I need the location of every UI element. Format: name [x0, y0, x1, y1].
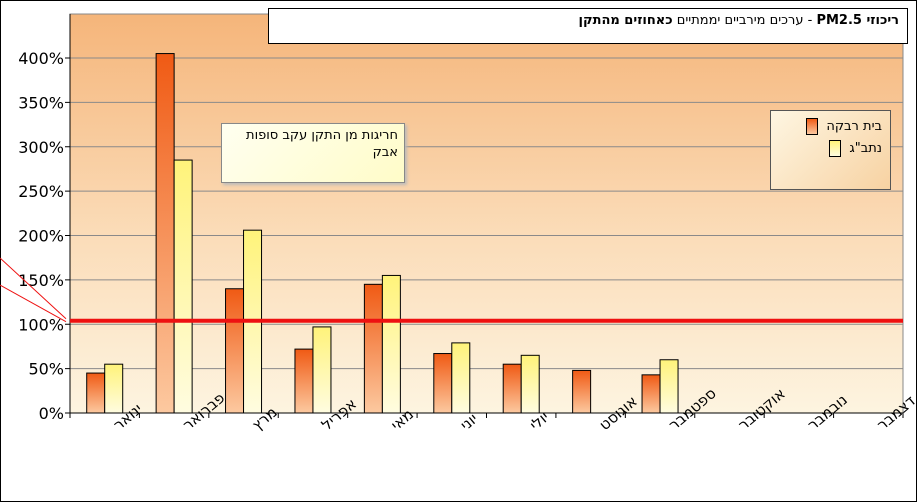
- legend-label-series-2: נתב"ג: [849, 140, 882, 156]
- bar-2-9: [659, 359, 679, 414]
- bar-1-6: [433, 353, 453, 414]
- annotation-text: חריגות מן התקן עקב סופות אבק: [246, 128, 398, 160]
- legend: בית רבקה נתב"ג: [770, 110, 891, 190]
- y-tick-label: 400%: [18, 49, 64, 68]
- y-tick-label: 300%: [18, 138, 64, 157]
- bar-1-9: [641, 374, 661, 414]
- title-bold-2: כאחוזים מהתקן: [578, 13, 673, 28]
- legend-swatch-series-2: [829, 139, 842, 157]
- bar-1-1: [86, 372, 106, 414]
- title-bold: ריכוזי PM2.5: [816, 13, 899, 28]
- y-tick-label: 250%: [18, 182, 64, 201]
- chart-title: ריכוזי PM2.5 - ערכים מירביים יממתיים כאח…: [268, 8, 908, 44]
- bar-1-5: [363, 283, 383, 414]
- callout-pointer: [0, 284, 67, 323]
- bar-1-2: [155, 53, 175, 414]
- plot-area: [69, 13, 904, 414]
- bar-1-7: [502, 363, 522, 414]
- bars: [86, 53, 679, 414]
- legend-swatch-series-1: [806, 117, 819, 135]
- bar-2-2: [173, 159, 193, 414]
- bar-2-1: [104, 363, 124, 414]
- legend-item-series-1: בית רבקה: [779, 115, 882, 137]
- legend-label-series-1: בית רבקה: [826, 118, 882, 134]
- title-text: - ערכים מירביים יממתיים: [672, 13, 817, 28]
- reference-line: [0, 257, 903, 323]
- annotation-box: חריגות מן התקן עקב סופות אבק: [221, 123, 405, 183]
- bar-1-3: [225, 288, 245, 414]
- bar-1-4: [294, 348, 314, 414]
- y-tick-label: 150%: [18, 271, 64, 290]
- bar-2-5: [381, 274, 401, 414]
- bar-1-8: [572, 369, 592, 414]
- y-tick-label: 350%: [18, 93, 64, 112]
- gridlines: [70, 57, 903, 370]
- y-tick-label: 0%: [39, 404, 64, 423]
- legend-item-series-2: נתב"ג: [779, 137, 882, 159]
- y-tick-label: 200%: [18, 227, 64, 246]
- bar-2-4: [312, 326, 332, 414]
- bar-2-6: [451, 342, 471, 414]
- y-tick-label: 50%: [28, 360, 64, 379]
- y-tick-label: 100%: [18, 315, 64, 334]
- callout-pointer: [0, 257, 67, 320]
- bar-2-7: [520, 354, 540, 414]
